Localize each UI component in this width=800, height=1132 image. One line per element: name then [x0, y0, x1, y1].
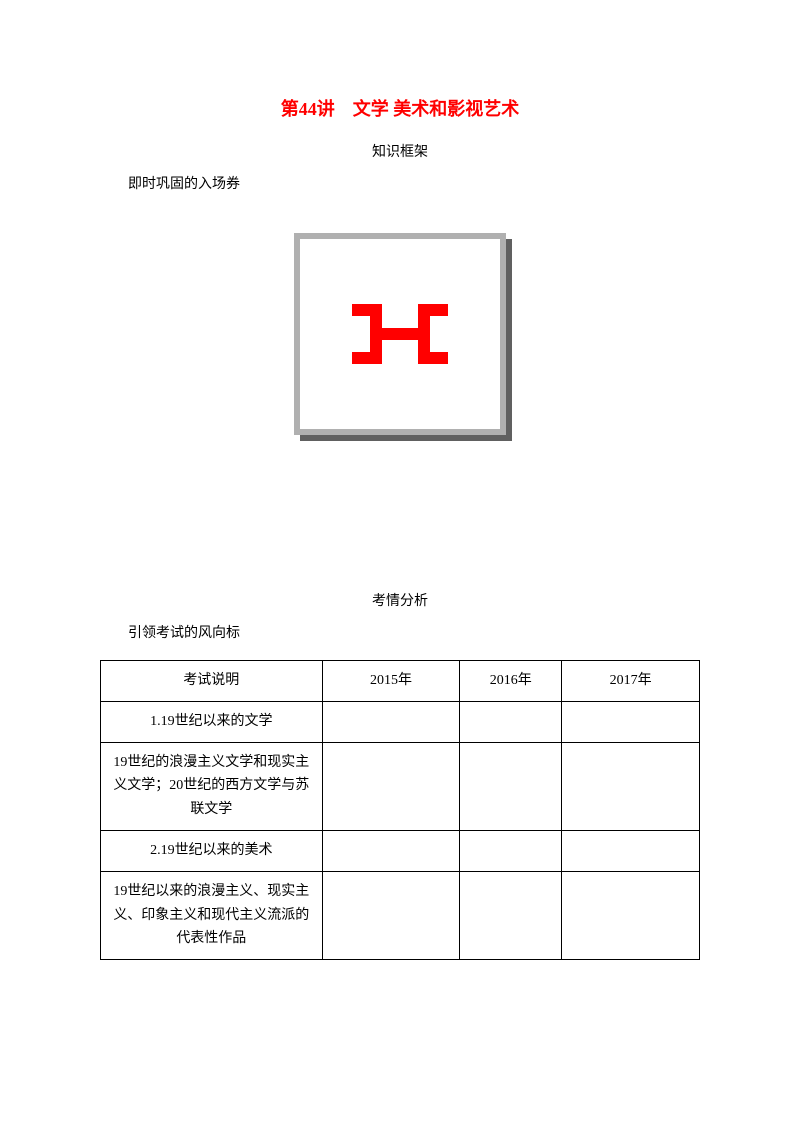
table-row: 2.19世纪以来的美术: [101, 830, 700, 871]
section-analysis-heading: 考情分析: [100, 590, 700, 610]
table-cell: [460, 742, 562, 830]
table-cell: [562, 742, 700, 830]
table-cell: [322, 871, 460, 959]
sub-line-ticket: 即时巩固的入场券: [100, 173, 700, 193]
table-cell: [460, 871, 562, 959]
image-placeholder-wrap: [100, 233, 700, 440]
table-header-desc: 考试说明: [101, 661, 323, 702]
title-prefix: 第44讲: [281, 99, 335, 119]
table-row: 19世纪以来的浪漫主义、现实主义、印象主义和现代主义流派的代表性作品: [101, 871, 700, 959]
table-cell: [322, 830, 460, 871]
sub-line-vane: 引领考试的风向标: [100, 622, 700, 642]
title-rest: 文学 美术和影视艺术: [353, 99, 520, 119]
table-cell-desc: 19世纪以来的浪漫主义、现实主义、印象主义和现代主义流派的代表性作品: [101, 871, 323, 959]
table-header-row: 考试说明 2015年 2016年 2017年: [101, 661, 700, 702]
table-cell-desc: 1.19世纪以来的文学: [101, 701, 323, 742]
table-cell-desc: 2.19世纪以来的美术: [101, 830, 323, 871]
broken-image-placeholder: [294, 233, 506, 435]
table-cell: [460, 701, 562, 742]
exam-analysis-table: 考试说明 2015年 2016年 2017年 1.19世纪以来的文学 19世纪的…: [100, 660, 700, 960]
table-row: 19世纪的浪漫主义文学和现实主义文学；20世纪的西方文学与苏联文学: [101, 742, 700, 830]
section-framework-heading: 知识框架: [100, 141, 700, 161]
broken-image-icon: [352, 304, 448, 364]
table-header-2016: 2016年: [460, 661, 562, 702]
table-cell-desc: 19世纪的浪漫主义文学和现实主义文学；20世纪的西方文学与苏联文学: [101, 742, 323, 830]
table-cell: [562, 830, 700, 871]
table-cell: [562, 701, 700, 742]
table-header-2015: 2015年: [322, 661, 460, 702]
table-cell: [322, 701, 460, 742]
table-header-2017: 2017年: [562, 661, 700, 702]
lesson-title: 第44讲 文学 美术和影视艺术: [100, 95, 700, 121]
title-gap: [335, 99, 353, 119]
table-cell: [460, 830, 562, 871]
document-page: 第44讲 文学 美术和影视艺术 知识框架 即时巩固的入场券 考情分析 引领考试的…: [0, 0, 800, 1020]
table-cell: [322, 742, 460, 830]
table-cell: [562, 871, 700, 959]
table-row: 1.19世纪以来的文学: [101, 701, 700, 742]
